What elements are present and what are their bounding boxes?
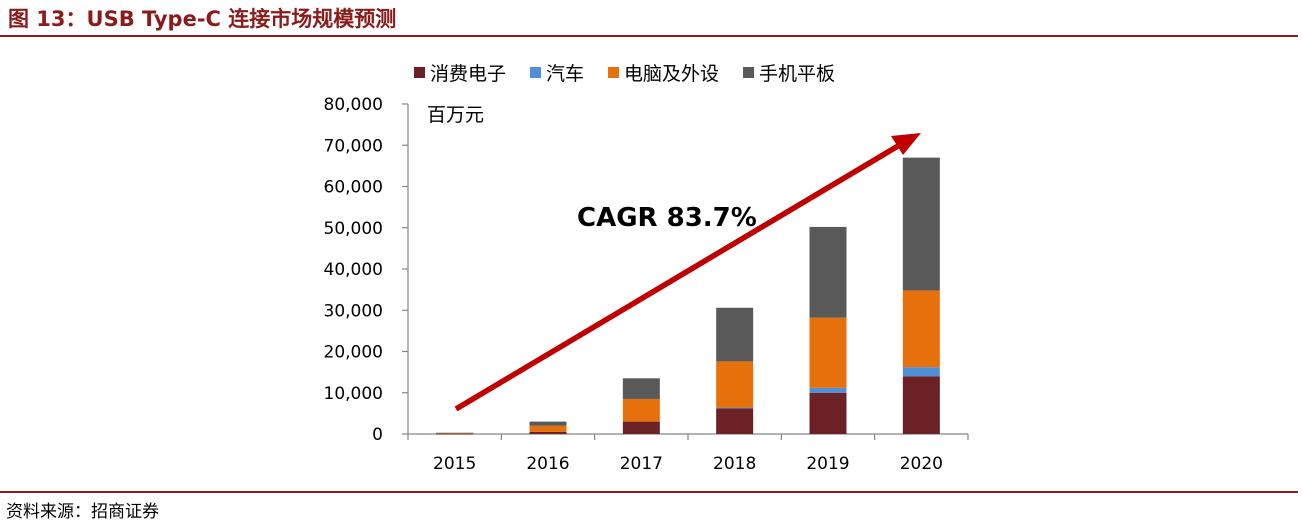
- bar-segment-3: [716, 361, 754, 408]
- top-rule: [0, 35, 1298, 37]
- bars: [436, 157, 940, 435]
- x-tick-label: 2018: [713, 454, 756, 474]
- bar-segment-4: [622, 378, 660, 399]
- source-note: 资料来源：招商证券: [6, 502, 159, 522]
- y-tick-label: 30,000: [324, 301, 383, 321]
- bar-segment-1: [529, 431, 567, 434]
- bar-segment-1: [809, 392, 847, 434]
- legend-label-2: 汽车: [546, 63, 584, 85]
- x-tick-label: 2019: [806, 454, 849, 474]
- x-tick-label: 2016: [526, 454, 569, 474]
- bar-segment-4: [529, 421, 567, 426]
- x-axis: 2015 2016 2017 2018 2019 2020: [407, 433, 969, 474]
- legend-swatch-2: [530, 67, 542, 78]
- bar-segment-4: [716, 307, 754, 362]
- cagr-annotation: CAGR 83.7%: [577, 203, 757, 233]
- trend-arrow-shaft: [454, 143, 900, 412]
- legend-swatch-3: [608, 67, 620, 78]
- bar-segment-3: [809, 317, 847, 388]
- x-tick-label: 2015: [433, 454, 476, 474]
- y-tick-label: 50,000: [324, 219, 383, 239]
- bar-segment-3: [529, 425, 567, 432]
- bar-segment-3: [436, 433, 474, 434]
- bar-segment-2: [716, 407, 754, 409]
- y-tick-label: 40,000: [324, 260, 383, 280]
- bar-segment-1: [902, 376, 940, 434]
- legend-label-4: 手机平板: [759, 63, 835, 85]
- bar-segment-3: [902, 290, 940, 368]
- legend-swatch-1: [414, 67, 425, 78]
- legend-label-1: 消费电子: [430, 63, 506, 85]
- y-axis: 0 10,000 20,000 30,000 40,000 50,000 60,000 70,…: [324, 95, 409, 445]
- bottom-rule: [0, 491, 1298, 493]
- y-tick-label: 80,000: [324, 95, 383, 115]
- bar-segment-1: [622, 421, 660, 434]
- y-tick-label: 0: [372, 425, 383, 445]
- legend-label-3: 电脑及外设: [624, 63, 719, 85]
- y-tick-label: 60,000: [324, 178, 383, 198]
- bar-segment-4: [436, 432, 474, 434]
- x-tick-label: 2017: [620, 454, 663, 474]
- bar-segment-3: [622, 398, 660, 422]
- bar-segment-2: [902, 367, 940, 377]
- trend-arrow: [454, 133, 921, 412]
- y-tick-label: 20,000: [324, 343, 383, 363]
- bar-segment-1: [436, 433, 474, 435]
- trend-arrow-head: [891, 133, 921, 155]
- y-tick-label: 70,000: [324, 136, 383, 156]
- y-tick-label: 10,000: [324, 384, 383, 404]
- x-tick-label: 2020: [900, 454, 943, 474]
- chart-legend: 消费电子 汽车 电脑及外设 手机平板: [414, 63, 835, 85]
- bar-segment-2: [809, 387, 847, 393]
- bar-segment-4: [809, 226, 847, 318]
- figure-title: 图 13：USB Type-C 连接市场规模预测: [8, 7, 397, 31]
- bar-segment-4: [902, 157, 940, 291]
- unit-label: 百万元: [427, 104, 484, 126]
- bar-segment-1: [716, 408, 754, 434]
- legend-swatch-4: [743, 67, 755, 78]
